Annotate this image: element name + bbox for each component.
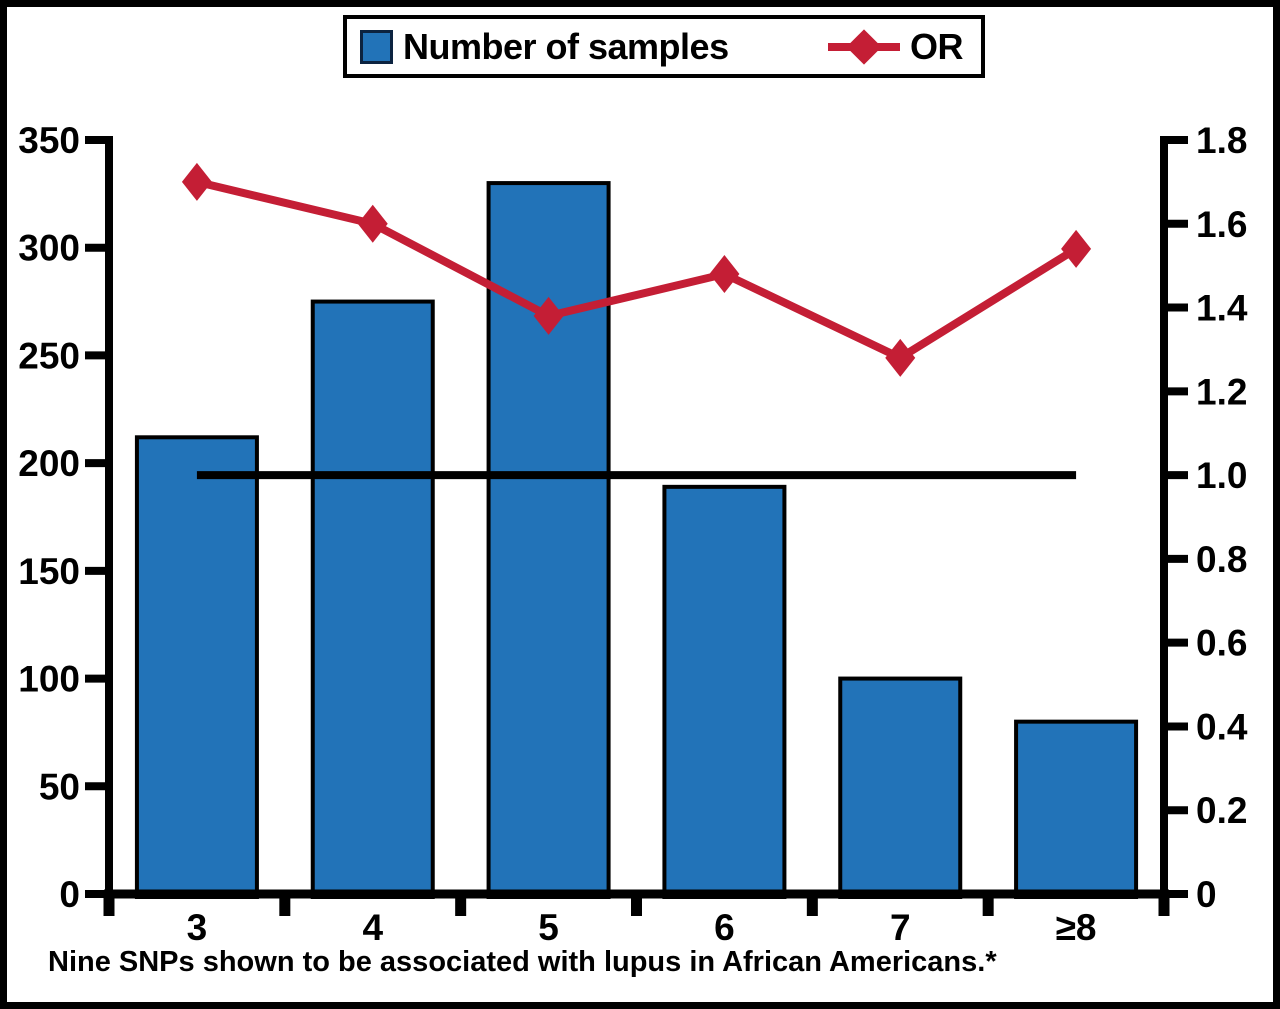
left-tick-label-250: 250 [18, 335, 80, 376]
bar-3 [134, 435, 259, 899]
right-tick-label-1.6: 1.6 [1196, 204, 1247, 245]
right-tick-label-0.4: 0.4 [1196, 706, 1248, 747]
legend-label-or: OR [910, 25, 964, 67]
or-marker-≥8 [1061, 229, 1092, 268]
or-marker-7 [885, 338, 916, 377]
x-category-label-6: 6 [714, 907, 735, 948]
x-category-label-4: 4 [362, 907, 383, 948]
bar-6 [662, 484, 787, 899]
bar-4 [310, 299, 435, 900]
left-tick-label-0: 0 [59, 874, 80, 915]
or-marker-4 [357, 204, 388, 243]
right-tick-label-0.2: 0.2 [1196, 790, 1247, 831]
x-category-label-5: 5 [538, 907, 559, 948]
bar-7 [838, 676, 963, 899]
figure-caption: Nine SNPs shown to be associated with lu… [48, 946, 997, 978]
or-marker-3 [181, 162, 212, 201]
right-tick-label-0.8: 0.8 [1196, 539, 1247, 580]
or-marker-6 [709, 255, 740, 294]
x-category-label-3: 3 [187, 907, 208, 948]
or-marker-5 [533, 296, 564, 335]
right-tick-label-1.0: 1.0 [1196, 455, 1247, 496]
right-tick-label-1.2: 1.2 [1196, 371, 1247, 412]
legend-item-samples: Number of samples [360, 26, 729, 68]
x-category-label-≥8: ≥8 [1056, 907, 1097, 948]
right-tick-label-1.4: 1.4 [1196, 288, 1248, 329]
bar-≥8 [1014, 719, 1139, 900]
left-tick-label-300: 300 [18, 228, 80, 269]
x-category-label-7: 7 [890, 907, 911, 948]
left-tick-label-150: 150 [18, 551, 80, 592]
legend: Number of samples OR [343, 15, 985, 78]
left-tick-label-50: 50 [39, 766, 80, 807]
left-tick-label-350: 350 [18, 120, 80, 161]
legend-label-samples: Number of samples [403, 25, 729, 67]
left-tick-label-100: 100 [18, 659, 80, 700]
bar-swatch-icon [360, 29, 393, 64]
right-tick-label-0.6: 0.6 [1196, 623, 1247, 664]
right-tick-label-1.8: 1.8 [1196, 120, 1247, 161]
left-tick-label-200: 200 [18, 443, 80, 484]
or-line [192, 177, 1081, 363]
right-tick-label-0: 0 [1196, 874, 1217, 915]
legend-item-or: OR [828, 25, 964, 68]
line-diamond-swatch-icon [828, 27, 900, 67]
